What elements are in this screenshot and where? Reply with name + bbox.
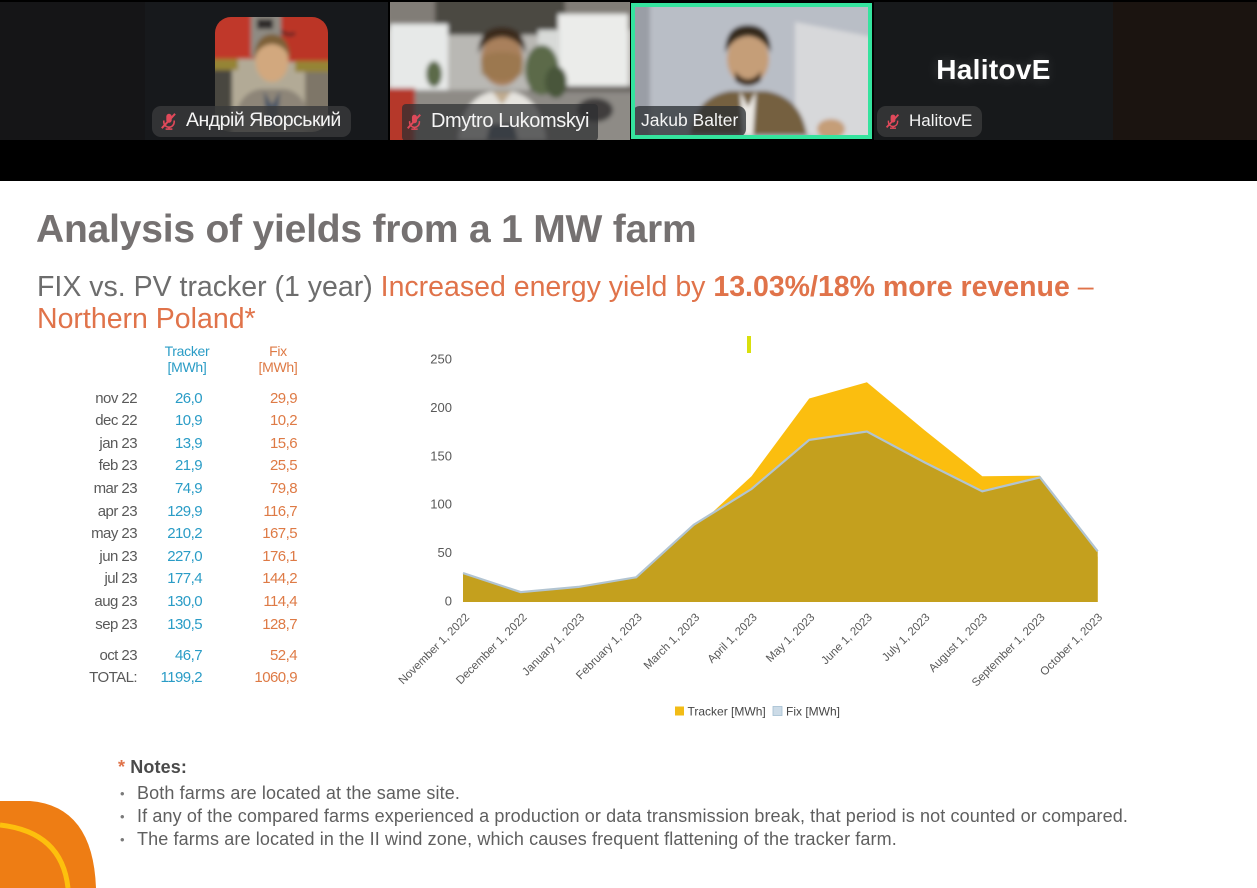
svg-text:January 1, 2023: January 1, 2023: [520, 612, 587, 679]
svg-text:October 1, 2023: October 1, 2023: [1038, 612, 1105, 679]
svg-text:0: 0: [445, 594, 452, 609]
svg-text:200: 200: [430, 400, 452, 415]
svg-text:August 1, 2023: August 1, 2023: [927, 612, 990, 675]
svg-text:May 1, 2023: May 1, 2023: [764, 612, 817, 665]
svg-text:Fix [MWh]: Fix [MWh]: [786, 705, 840, 719]
svg-text:Tracker [MWh]: Tracker [MWh]: [688, 705, 766, 719]
svg-text:250: 250: [430, 352, 452, 367]
svg-text:150: 150: [430, 448, 452, 463]
svg-text:50: 50: [438, 545, 452, 560]
svg-text:June 1, 2023: June 1, 2023: [819, 612, 875, 668]
svg-text:March 1, 2023: March 1, 2023: [642, 612, 702, 672]
svg-text:April 1, 2023: April 1, 2023: [706, 612, 760, 666]
svg-text:100: 100: [430, 497, 452, 512]
svg-text:July 1, 2023: July 1, 2023: [880, 612, 932, 664]
